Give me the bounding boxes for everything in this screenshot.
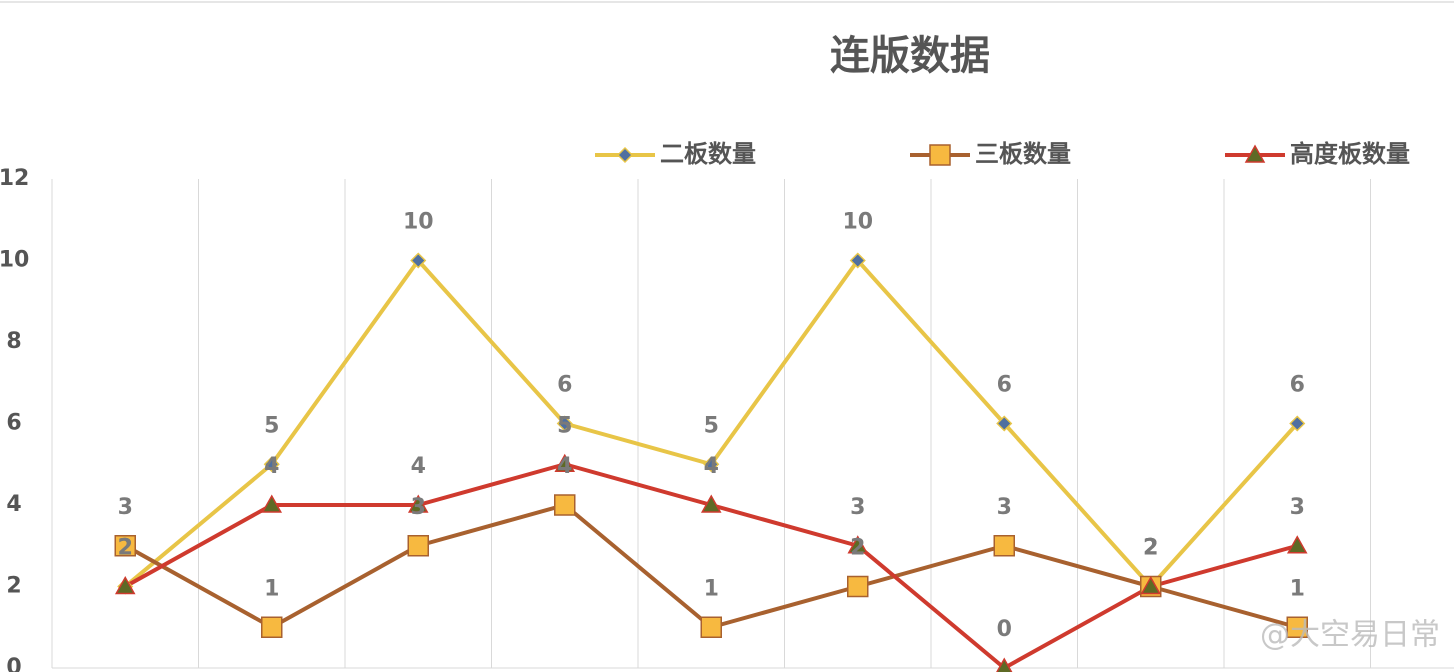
data-point <box>554 494 576 516</box>
legend-marker <box>616 146 634 164</box>
data-point <box>993 535 1015 557</box>
legend-marker <box>929 144 951 166</box>
y-tick-label: 4 <box>6 492 21 517</box>
watermark: @大空易日常 <box>1260 618 1440 653</box>
chart-title: 连版数据 <box>830 33 990 79</box>
legend-label: 三板数量 <box>975 140 1071 168</box>
data-label: 1 <box>704 576 719 601</box>
data-point <box>410 252 427 269</box>
data-point <box>703 456 720 473</box>
data-label: 0 <box>997 617 1012 642</box>
data-point <box>849 252 866 269</box>
legend-label: 高度板数量 <box>1290 140 1410 168</box>
data-point <box>261 616 283 638</box>
data-label: 5 <box>557 413 572 438</box>
data-label: 3 <box>1290 495 1305 520</box>
data-point <box>1286 535 1308 554</box>
data-point <box>996 415 1013 432</box>
data-point <box>554 453 576 472</box>
data-point <box>263 456 280 473</box>
y-tick-label: 6 <box>6 411 21 436</box>
series-line <box>124 503 1298 630</box>
data-label: 5 <box>264 413 279 438</box>
data-point <box>1286 616 1308 638</box>
y-tick-label: 0 <box>6 655 21 672</box>
data-label: 3 <box>850 495 865 520</box>
data-label: 5 <box>704 413 719 438</box>
data-label: 3 <box>997 495 1012 520</box>
data-point <box>996 657 1013 672</box>
data-point <box>1289 415 1306 432</box>
data-label: 1 <box>1290 576 1305 601</box>
y-tick-label: 2 <box>6 574 21 599</box>
data-point <box>847 575 869 598</box>
y-tick-label: 8 <box>6 329 21 354</box>
data-label: 3 <box>118 495 133 520</box>
data-label: 6 <box>557 373 572 398</box>
data-point <box>261 494 283 513</box>
data-point <box>114 535 136 557</box>
data-label: 1 <box>264 576 279 601</box>
data-label: 3 <box>411 495 426 520</box>
data-label: 2 <box>1143 536 1158 561</box>
data-point <box>556 415 573 432</box>
data-point <box>1140 575 1162 595</box>
data-label: 6 <box>997 373 1012 398</box>
data-point <box>700 494 722 513</box>
data-label: 2 <box>1143 536 1158 561</box>
data-point <box>700 616 722 638</box>
data-point <box>847 535 869 554</box>
data-label: 10 <box>842 210 873 235</box>
data-label: 6 <box>1290 373 1305 398</box>
data-label: 4 <box>704 454 719 479</box>
legend-label: 二板数量 <box>660 140 756 168</box>
data-label: 2 <box>850 536 865 561</box>
data-label: 2 <box>118 536 133 561</box>
data-label: 4 <box>557 454 572 479</box>
y-tick-label: 12 <box>0 166 29 191</box>
legend-marker <box>1244 144 1266 163</box>
data-label: 4 <box>411 454 426 479</box>
data-label: 2 <box>118 536 133 561</box>
data-label: 4 <box>264 454 279 479</box>
data-label: 2 <box>1143 536 1158 561</box>
data-point <box>407 494 429 513</box>
data-label: 10 <box>403 210 434 235</box>
y-tick-label: 10 <box>0 248 29 273</box>
data-point <box>114 575 136 595</box>
data-point <box>407 535 429 557</box>
